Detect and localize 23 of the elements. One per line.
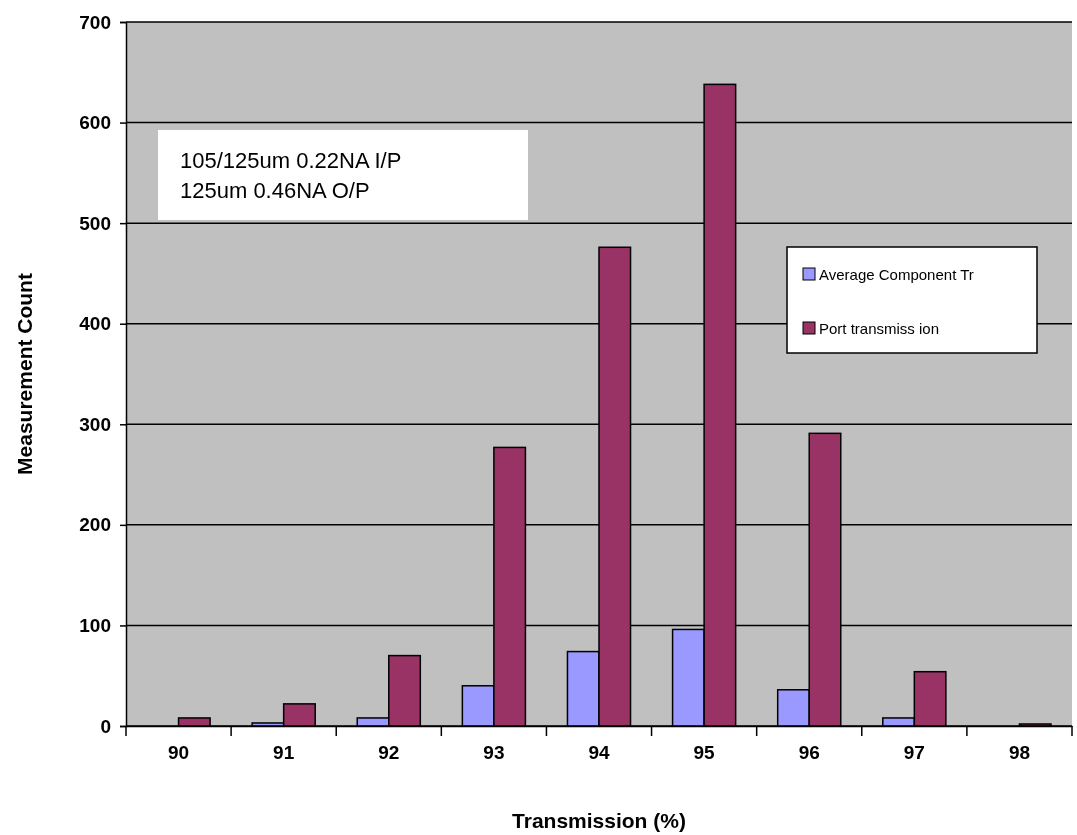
y-tick-label: 400 [79,313,111,335]
x-tick-label: 95 [693,742,716,763]
x-tick-label: 92 [378,742,400,763]
y-axis-title: Measurement Count [13,273,36,475]
note-box: 105/125um 0.22NA I/P 125um 0.46NA O/P [158,130,528,220]
x-tick-label: 93 [483,742,505,763]
x-tick-label: 97 [903,742,925,763]
x-tick-label: 94 [588,742,610,763]
y-tick-label: 700 [79,11,111,33]
y-tick-label: 600 [79,112,111,134]
x-tick-label: 96 [798,742,820,763]
y-tick-label: 200 [79,514,111,536]
x-tick-label: 98 [1008,742,1031,763]
x-tick-label: 91 [273,742,295,763]
annotation: 105/125um 0.22NA I/P 125um 0.46NA O/P [180,148,402,203]
y-tick-label: 300 [79,413,111,435]
y-tick-label: 500 [79,212,111,234]
legend-label: Average Component Tr [819,266,974,283]
y-tick-label: 0 [100,715,111,737]
y-tick-label: 100 [79,615,111,637]
x-axis-title: Transmission (%) [512,809,686,832]
legend-label: Port transmiss ion [819,320,940,337]
x-tick-label: 90 [167,742,190,763]
